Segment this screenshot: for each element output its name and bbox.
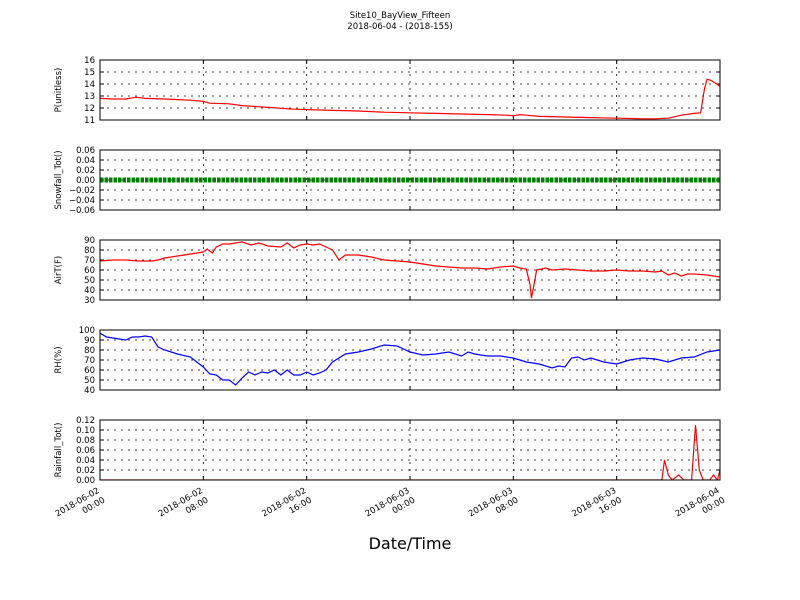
- ytick-label: 50: [84, 276, 95, 286]
- ytick-label: 50: [84, 376, 95, 386]
- ytick-label: 14: [84, 80, 95, 90]
- ytick-label: 40: [84, 386, 95, 396]
- y-axis-label: P(unitless): [54, 68, 64, 113]
- x-axis-label: Date/Time: [368, 534, 452, 553]
- ytick-label: 0.04: [76, 156, 95, 166]
- ytick-label: 100: [79, 326, 95, 336]
- ytick-label: 60: [84, 266, 95, 276]
- ytick-label: 13: [84, 92, 95, 102]
- figure-title-block: Site10_BayView_Fifteen 2018-06-04 - (201…: [0, 11, 800, 32]
- ytick-label: −0.06: [69, 206, 95, 216]
- ytick-label: 16: [84, 56, 95, 66]
- axes-frame: [99, 419, 721, 481]
- ytick-label: 90: [84, 336, 95, 346]
- figure-subtitle: 2018-06-04 - (2018-155): [347, 21, 453, 32]
- axes-frame: [99, 329, 721, 391]
- axes-frame: [99, 239, 721, 301]
- ytick-label: 0.06: [76, 446, 95, 456]
- y-axis-label: AirT(F): [54, 256, 64, 284]
- series-line: [100, 241, 720, 299]
- ytick-label: 90: [84, 236, 95, 246]
- panel-5: 0.000.020.040.060.080.100.12 Rainfall_Tot…: [54, 416, 721, 486]
- series-line: [100, 332, 720, 386]
- y-axis-label: RH(%): [54, 346, 64, 373]
- ytick-label: 12: [84, 104, 95, 114]
- ytick-label: 70: [84, 256, 95, 266]
- ytick-label: 0.04: [76, 456, 95, 466]
- ytick-label: 0.02: [76, 466, 95, 476]
- ytick-label: 0.08: [76, 436, 95, 446]
- ytick-label: 0.10: [76, 426, 95, 436]
- ytick-label: 0.02: [76, 166, 95, 176]
- axes-frame: [99, 149, 721, 211]
- panel-2: −0.06−0.04−0.020.000.020.040.06 Snowfall_…: [54, 146, 721, 216]
- ytick-label: 15: [84, 68, 95, 78]
- ytick-label: 0.00: [76, 476, 95, 486]
- figure-title: Site10_BayView_Fifteen: [349, 11, 451, 21]
- ytick-label: 80: [84, 246, 95, 256]
- ytick-label: 60: [84, 366, 95, 376]
- ytick-label: 11: [84, 116, 95, 126]
- ytick-label: −0.02: [69, 186, 95, 196]
- ytick-label: 0.06: [76, 146, 95, 156]
- series-line: [100, 78, 720, 120]
- ytick-label: 0.12: [76, 416, 95, 426]
- axes-frame: [99, 59, 721, 121]
- ytick-label: 30: [84, 296, 95, 306]
- ytick-label: 70: [84, 356, 95, 366]
- ytick-label: 40: [84, 286, 95, 296]
- series-line: [100, 424, 720, 480]
- y-axis-label: Rainfall_Tot(): [54, 423, 64, 478]
- y-axis-label: Snowfall_Tot(): [54, 150, 64, 209]
- ytick-label: −0.04: [69, 196, 95, 206]
- ytick-label: 0.00: [76, 176, 95, 186]
- ytick-label: 80: [84, 346, 95, 356]
- panel-1: 11 12 13 14 15 16 P(unitless): [54, 56, 721, 126]
